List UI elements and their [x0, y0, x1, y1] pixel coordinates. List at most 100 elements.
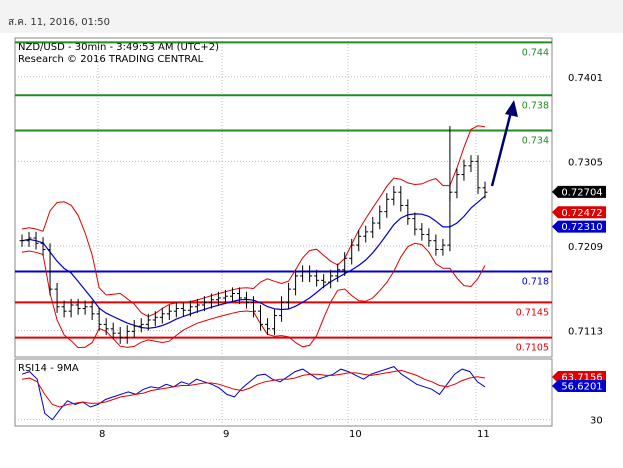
x-tick-label: 10	[349, 429, 362, 440]
price-bar	[426, 228, 432, 247]
price-bar	[328, 269, 334, 289]
price-bar	[391, 186, 397, 206]
price-bar	[26, 231, 32, 247]
price-bar	[75, 298, 81, 315]
price-bar	[398, 186, 404, 212]
price-bar	[335, 263, 341, 283]
chart-title: NZD/USD - 30min - 3:49:53 AM (UTC+2)	[18, 42, 219, 53]
price-tag-bg	[552, 380, 606, 393]
top-status-bar: ส.ค. 11, 2016, 01:50	[0, 0, 623, 33]
price-bar	[61, 300, 67, 318]
level-label: 0.7145	[516, 307, 549, 318]
price-bar	[40, 237, 46, 256]
price-bar	[33, 231, 39, 250]
forecast-arrow	[490, 100, 518, 187]
price-tag: 0.72472	[552, 206, 606, 219]
level-label: 0.734	[522, 136, 549, 147]
price-bar	[124, 325, 130, 344]
price-bar	[96, 307, 102, 331]
price-bar	[47, 243, 53, 296]
price-tag-label: 0.72704	[561, 187, 602, 198]
price-bar	[482, 181, 488, 199]
price-tag-bg	[552, 185, 606, 198]
price-tag: 0.72310	[552, 220, 606, 233]
price-bar	[258, 305, 264, 331]
chart-subtitle: Research © 2016 TRADING CENTRAL	[18, 54, 204, 65]
price-bar	[19, 234, 25, 247]
price-bar	[384, 193, 390, 218]
level-label: 0.744	[522, 47, 549, 58]
price-bar	[187, 300, 193, 317]
y-tick-label: 0.7113	[568, 327, 603, 338]
price-bar	[363, 225, 369, 243]
price-bars	[19, 126, 488, 344]
price-bar	[293, 269, 299, 296]
price-bar	[272, 309, 278, 335]
price-bar	[475, 155, 481, 194]
price-bar	[419, 223, 425, 241]
price-bar	[138, 318, 144, 333]
price-bar	[251, 296, 256, 318]
price-bar	[222, 290, 228, 305]
rsi-tick-label: 30	[590, 416, 603, 427]
price-tag-label: 0.72472	[561, 208, 602, 219]
price-bar	[307, 265, 313, 283]
price-bar	[201, 296, 207, 312]
price-bar	[194, 298, 200, 313]
price-bar	[314, 269, 320, 287]
price-panel	[14, 37, 553, 358]
level-label: 0.718	[522, 277, 549, 288]
price-bar	[243, 291, 249, 309]
price-bar	[279, 296, 285, 322]
price-bar	[145, 313, 151, 331]
rsi-title: RSI14 - 9MA	[18, 363, 79, 374]
y-tick-label: 0.7401	[568, 73, 603, 84]
price-bar	[215, 291, 221, 306]
price-bar	[152, 311, 158, 327]
price-bar	[461, 159, 467, 181]
timestamp: ส.ค. 11, 2016, 01:50	[8, 17, 111, 28]
price-bar	[356, 230, 362, 252]
price-bar	[433, 234, 439, 256]
price-bar	[117, 327, 123, 344]
price-bar	[208, 293, 214, 309]
rsi-tag: 56.6201	[552, 380, 606, 393]
price-tag-bg	[552, 220, 606, 233]
price-bar	[286, 282, 292, 309]
y-tick-label: 0.7305	[568, 157, 603, 168]
price-tag-bg	[552, 206, 606, 219]
level-lines: 0.744 0.738 0.734 0.718 0.7145 0.7105	[15, 41, 552, 354]
price-bar	[342, 252, 348, 276]
level-label: 0.7105	[516, 343, 549, 354]
rsi-ma-line	[21, 369, 486, 408]
price-bar	[412, 212, 418, 236]
price-bar	[89, 300, 95, 320]
price-bar	[166, 305, 172, 320]
level-label: 0.738	[522, 100, 549, 111]
price-bar	[229, 287, 235, 303]
axis-labels: 0.7401 0.7305 0.7209 0.7113 8 9 10 11 30	[99, 73, 603, 440]
price-bar	[321, 274, 327, 289]
price-bar	[300, 265, 306, 283]
price-bar	[370, 216, 376, 239]
price-bar	[131, 319, 137, 338]
rsi-line	[21, 366, 486, 421]
rsi-lines	[21, 366, 486, 421]
x-tick-label: 11	[477, 429, 490, 440]
x-tick-label: 8	[99, 429, 105, 440]
y-tick-label: 0.7209	[568, 242, 603, 253]
price-bar	[454, 168, 460, 199]
price-bar	[82, 300, 88, 315]
price-tag: 0.72704	[552, 185, 606, 198]
price-bar	[103, 318, 109, 335]
price-bar	[405, 199, 411, 225]
x-tick-label: 9	[223, 429, 229, 440]
price-bar	[377, 205, 383, 230]
price-bar	[173, 302, 179, 318]
price-bar	[110, 322, 116, 340]
price-tag-label: 0.72310	[561, 222, 602, 233]
grid-lines	[15, 38, 552, 426]
price-bar	[159, 307, 165, 324]
